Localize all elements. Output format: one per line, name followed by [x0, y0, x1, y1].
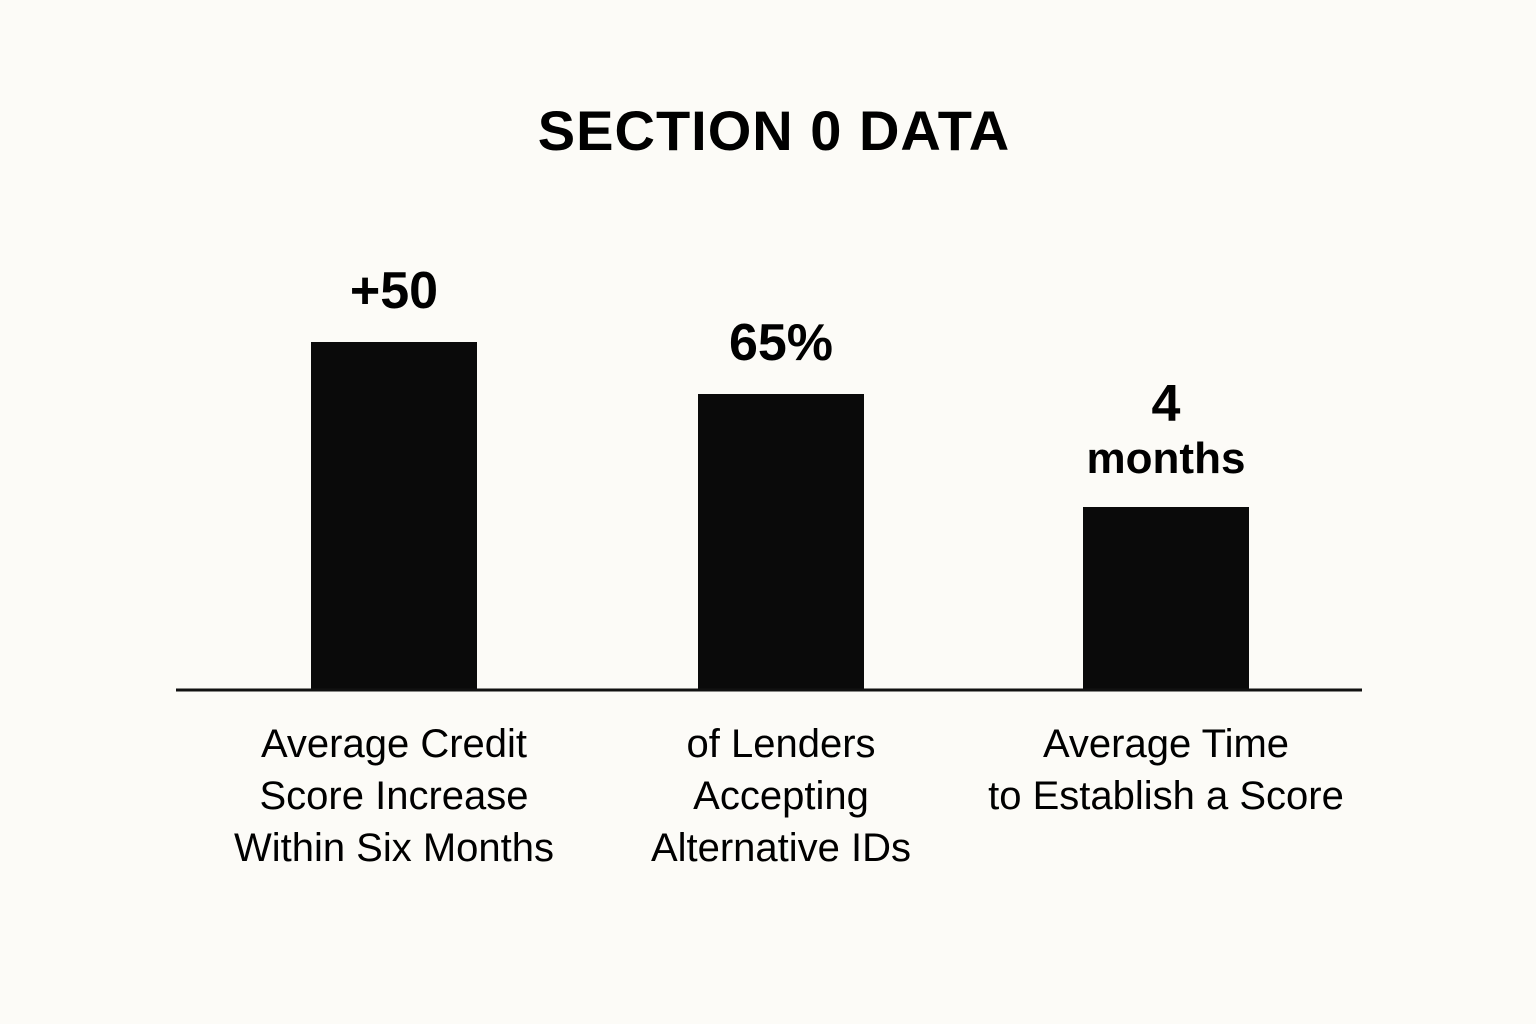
bar-1-category-label: Average Credit	[261, 722, 527, 766]
bar-1	[311, 342, 477, 690]
chart-title: SECTION 0 DATA	[538, 99, 1010, 162]
bars-layer	[311, 342, 1249, 690]
labels-layer: +50 Average Credit Score Increase Within Si…	[234, 262, 1344, 870]
bar-1-category-label: Score Increase	[259, 774, 528, 818]
bar-1-value-label: +50	[350, 262, 438, 320]
bar-2-category-label: Accepting	[693, 774, 869, 818]
bar-3	[1083, 507, 1249, 690]
bar-2	[698, 394, 864, 690]
bar-2-category-label: Alternative IDs	[651, 826, 911, 870]
bar-2-category-label: of Lenders	[686, 722, 875, 766]
bar-3-category-label: to Establish a Score	[988, 774, 1344, 818]
bar-3-value-label: 4	[1152, 375, 1181, 433]
bar-3-category-label: Average Time	[1043, 722, 1289, 766]
bar-3-value-label: months	[1087, 434, 1246, 483]
bar-2-value-label: 65%	[729, 314, 833, 372]
bar-1-category-label: Within Six Months	[234, 826, 554, 870]
